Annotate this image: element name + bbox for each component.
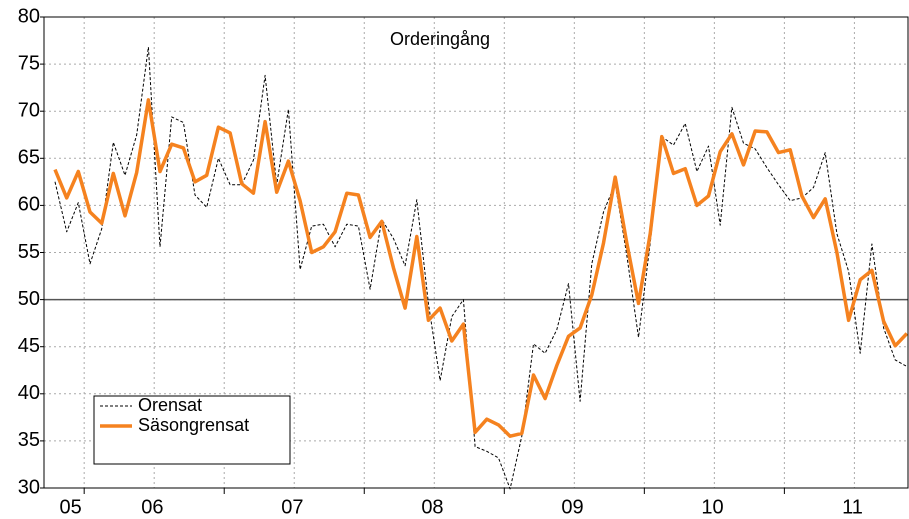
y-tick-label: 70 — [18, 99, 40, 121]
legend-label: Orensat — [138, 395, 202, 415]
x-tick-label: 06 — [141, 496, 163, 518]
y-tick-label: 65 — [18, 147, 40, 169]
x-tick-label: 08 — [421, 496, 443, 518]
y-tick-label: 35 — [18, 429, 40, 451]
y-tick-label: 80 — [18, 5, 40, 27]
x-tick-label: 05 — [60, 496, 82, 518]
x-tick-label: 09 — [561, 496, 583, 518]
y-tick-label: 55 — [18, 241, 40, 263]
y-tick-label: 50 — [18, 288, 40, 310]
y-tick-label: 30 — [18, 476, 40, 498]
x-tick-label: 07 — [281, 496, 303, 518]
y-tick-label: 40 — [18, 382, 40, 404]
chart-title: Orderingång — [390, 29, 490, 49]
legend-label: Säsongrensat — [138, 415, 249, 435]
y-tick-label: 45 — [18, 335, 40, 357]
y-tick-label: 60 — [18, 194, 40, 216]
x-tick-label: 10 — [701, 496, 723, 518]
legend-box — [93, 395, 291, 465]
plot-border — [43, 16, 909, 489]
plot: 30 35 40 45 50 55 60 65 70 75 80 05 06 07 08 09 10 11 Oren… — [18, 5, 909, 518]
series-line — [53, 98, 909, 438]
y-tick-label: 75 — [18, 52, 40, 74]
x-tick-label: 11 — [842, 496, 863, 518]
